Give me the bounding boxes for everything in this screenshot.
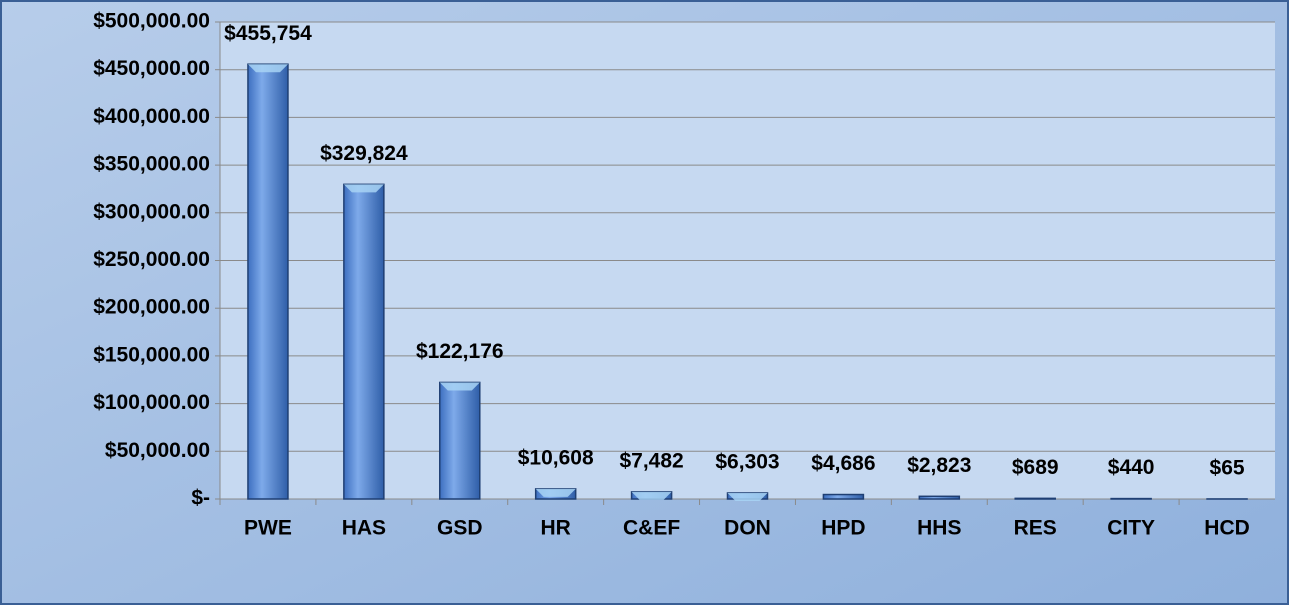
x-tick-label: HAS — [342, 517, 386, 540]
bar — [919, 496, 959, 499]
y-tick-label: $50,000.00 — [105, 439, 210, 462]
x-tick-label: GSD — [437, 517, 483, 540]
x-tick-label: CITY — [1107, 517, 1155, 540]
data-label: $689 — [1012, 456, 1059, 479]
x-tick-label: HPD — [821, 517, 865, 540]
x-tick-label: DON — [724, 517, 771, 540]
bar — [344, 184, 384, 499]
y-tick-label: $350,000.00 — [93, 153, 210, 176]
data-label: $6,303 — [715, 451, 779, 474]
bar — [248, 64, 288, 499]
data-label: $122,176 — [416, 340, 504, 363]
bar — [823, 495, 863, 499]
x-tick-label: HR — [541, 517, 571, 540]
y-tick-label: $- — [191, 487, 210, 510]
y-tick-label: $250,000.00 — [93, 248, 210, 271]
data-label: $7,482 — [619, 449, 683, 472]
x-tick-label: PWE — [244, 517, 292, 540]
y-tick-label: $200,000.00 — [93, 296, 210, 319]
data-label: $4,686 — [811, 452, 875, 475]
y-tick-label: $300,000.00 — [93, 200, 210, 223]
data-label: $455,754 — [224, 22, 312, 45]
bar — [1015, 498, 1055, 499]
data-label: $10,608 — [518, 446, 594, 469]
x-tick-label: RES — [1014, 517, 1057, 540]
y-tick-label: $450,000.00 — [93, 57, 210, 80]
x-tick-label: C&EF — [623, 517, 680, 540]
x-tick-label: HCD — [1204, 517, 1250, 540]
data-label: $65 — [1210, 456, 1245, 479]
data-label: $440 — [1108, 456, 1155, 479]
data-label: $329,824 — [320, 142, 408, 165]
y-tick-label: $400,000.00 — [93, 105, 210, 128]
bar — [440, 382, 480, 499]
y-tick-label: $150,000.00 — [93, 343, 210, 366]
x-tick-label: HHS — [917, 517, 961, 540]
y-tick-label: $100,000.00 — [93, 391, 210, 414]
y-tick-label: $500,000.00 — [93, 10, 210, 33]
data-label: $2,823 — [907, 454, 971, 477]
